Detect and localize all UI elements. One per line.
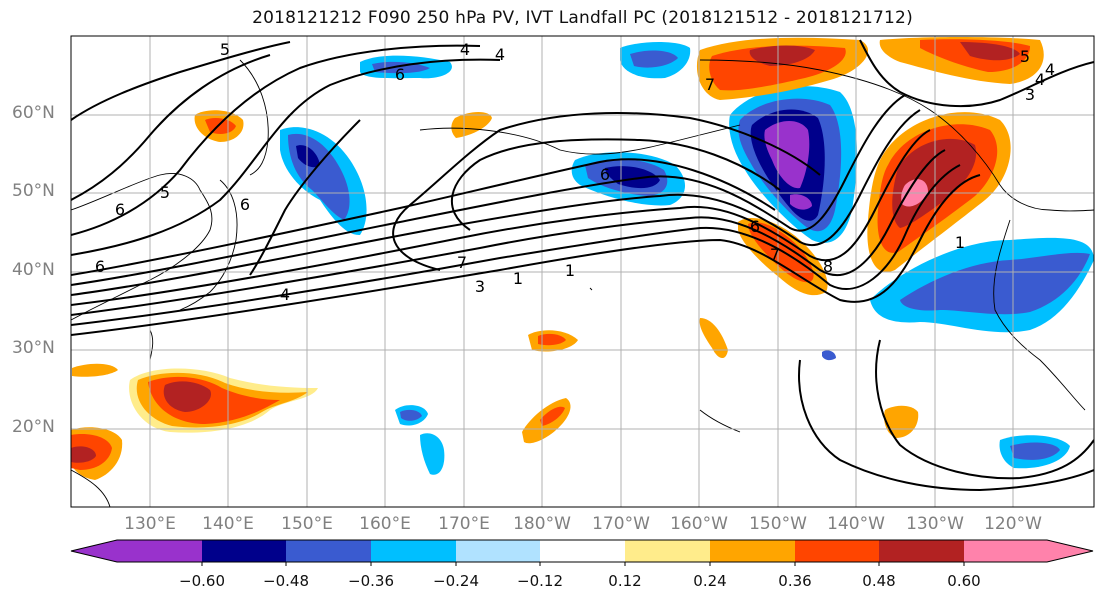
lon-label: 160°E <box>359 514 411 534</box>
lat-label: 60°N <box>12 103 55 123</box>
lon-label: 130°E <box>124 514 176 534</box>
contour-label: 8 <box>823 257 833 276</box>
contour-label: 7 <box>705 75 715 94</box>
lon-label: 140°W <box>827 514 885 534</box>
contour-label: 5 <box>220 40 230 59</box>
shaded-field <box>71 37 1094 480</box>
colorbar-tick-label: 0.48 <box>862 572 896 590</box>
contour-label: 5 <box>160 183 170 202</box>
colorbar-cell <box>286 540 371 562</box>
contour-label: 4 <box>1035 70 1045 89</box>
contour-label: 3 <box>1025 85 1035 104</box>
lat-label: 40°N <box>12 260 55 280</box>
colorbar-cell <box>540 540 625 562</box>
lon-label: 160°W <box>670 514 728 534</box>
graticule <box>71 36 1094 507</box>
map-title: 2018121212 F090 250 hPa PV, IVT Landfall… <box>252 8 913 28</box>
colorbar-tick-label: 0.36 <box>778 572 812 590</box>
contour-label: 4 <box>1045 60 1055 79</box>
lon-label: 130°W <box>906 514 964 534</box>
lon-label: 120°W <box>984 514 1042 534</box>
contour-label: 6 <box>115 200 125 219</box>
contour-label: 1 <box>565 261 575 280</box>
contour-label: 7 <box>770 245 780 264</box>
colorbar-tick-label: −0.36 <box>348 572 394 590</box>
pv-contours <box>71 39 1094 492</box>
lon-label: 180°W <box>513 514 571 534</box>
colorbar-cell <box>202 540 286 562</box>
colorbar-tick-label: −0.48 <box>263 572 309 590</box>
colorbar-cell <box>71 540 202 562</box>
colorbar-tick-label: 0.60 <box>947 572 981 590</box>
contour-label: 1 <box>513 269 523 288</box>
lat-label: 30°N <box>12 338 55 358</box>
contour-label: 4 <box>460 40 470 59</box>
colorbar-cell <box>795 540 879 562</box>
colorbar-cell <box>710 540 795 562</box>
colorbar-tick-label: −0.60 <box>179 572 225 590</box>
contour-label: 7 <box>457 253 467 272</box>
colorbar-tick-label: −0.12 <box>517 572 563 590</box>
colorbar-cell <box>625 540 710 562</box>
colorbar-tick-label: 0.12 <box>608 572 642 590</box>
lon-label: 150°W <box>749 514 807 534</box>
lat-label: 50°N <box>12 181 55 201</box>
colorbar-tick-label: 0.24 <box>693 572 727 590</box>
lat-label: 20°N <box>12 417 55 437</box>
contour-label: 5 <box>1020 47 1030 66</box>
lon-label: 140°E <box>202 514 254 534</box>
colorbar-cell <box>371 540 456 562</box>
colorbar-tick-label: −0.24 <box>433 572 479 590</box>
contour-label: 4 <box>280 285 290 304</box>
colorbar-cell <box>964 540 1093 562</box>
contour-label: 3 <box>475 277 485 296</box>
contour-label: 6 <box>600 165 610 184</box>
contour-label: 6 <box>95 257 105 276</box>
contour-label: 1 <box>955 233 965 252</box>
lon-label: 150°E <box>281 514 333 534</box>
colorbar-cell <box>879 540 964 562</box>
contour-label: 4 <box>495 45 505 64</box>
lon-label: 170°W <box>592 514 650 534</box>
contour-label: 6 <box>240 195 250 214</box>
lon-label: 170°E <box>438 514 490 534</box>
contour-label: 6 <box>395 65 405 84</box>
colorbar-cell <box>456 540 540 562</box>
contour-label: 6 <box>750 217 760 236</box>
